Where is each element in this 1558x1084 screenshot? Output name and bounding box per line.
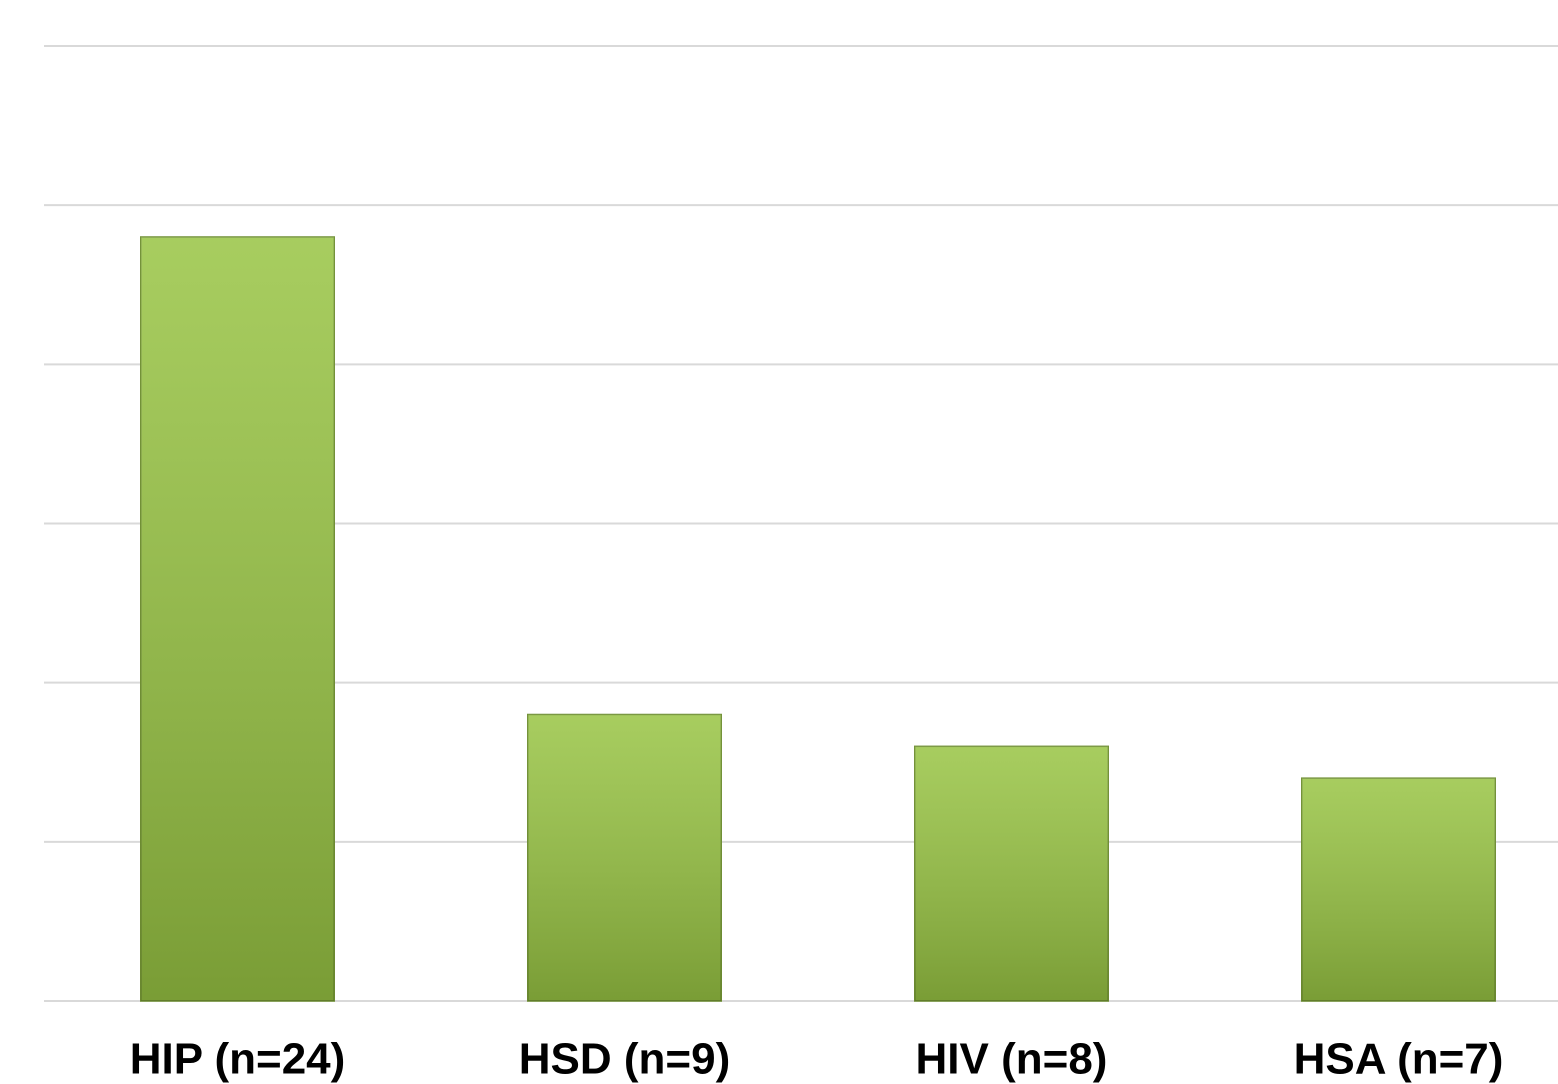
x-tick-label: HSA (n=7) (1294, 1035, 1504, 1084)
bar-shade (1301, 778, 1496, 1001)
x-tick-label: HIV (n=8) (916, 1035, 1108, 1084)
bar-shade (914, 746, 1109, 1001)
bar-shade (140, 237, 335, 1001)
bar-shade (527, 714, 722, 1001)
x-tick-label: HIP (n=24) (130, 1035, 346, 1084)
x-tick-label: HSD (n=9) (519, 1035, 730, 1084)
